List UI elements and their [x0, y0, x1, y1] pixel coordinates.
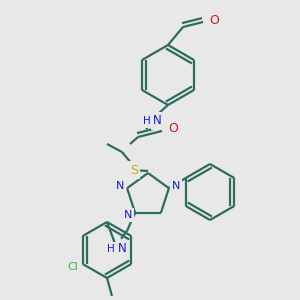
Text: N: N — [172, 181, 180, 191]
Text: H: H — [143, 116, 151, 126]
Text: H: H — [107, 244, 115, 254]
Text: S: S — [130, 164, 138, 176]
Text: N: N — [124, 210, 132, 220]
Text: N: N — [153, 115, 161, 128]
Text: N: N — [116, 181, 124, 191]
Text: O: O — [168, 122, 178, 136]
Text: N: N — [118, 242, 126, 255]
Text: O: O — [209, 14, 219, 26]
Text: Cl: Cl — [67, 262, 78, 272]
